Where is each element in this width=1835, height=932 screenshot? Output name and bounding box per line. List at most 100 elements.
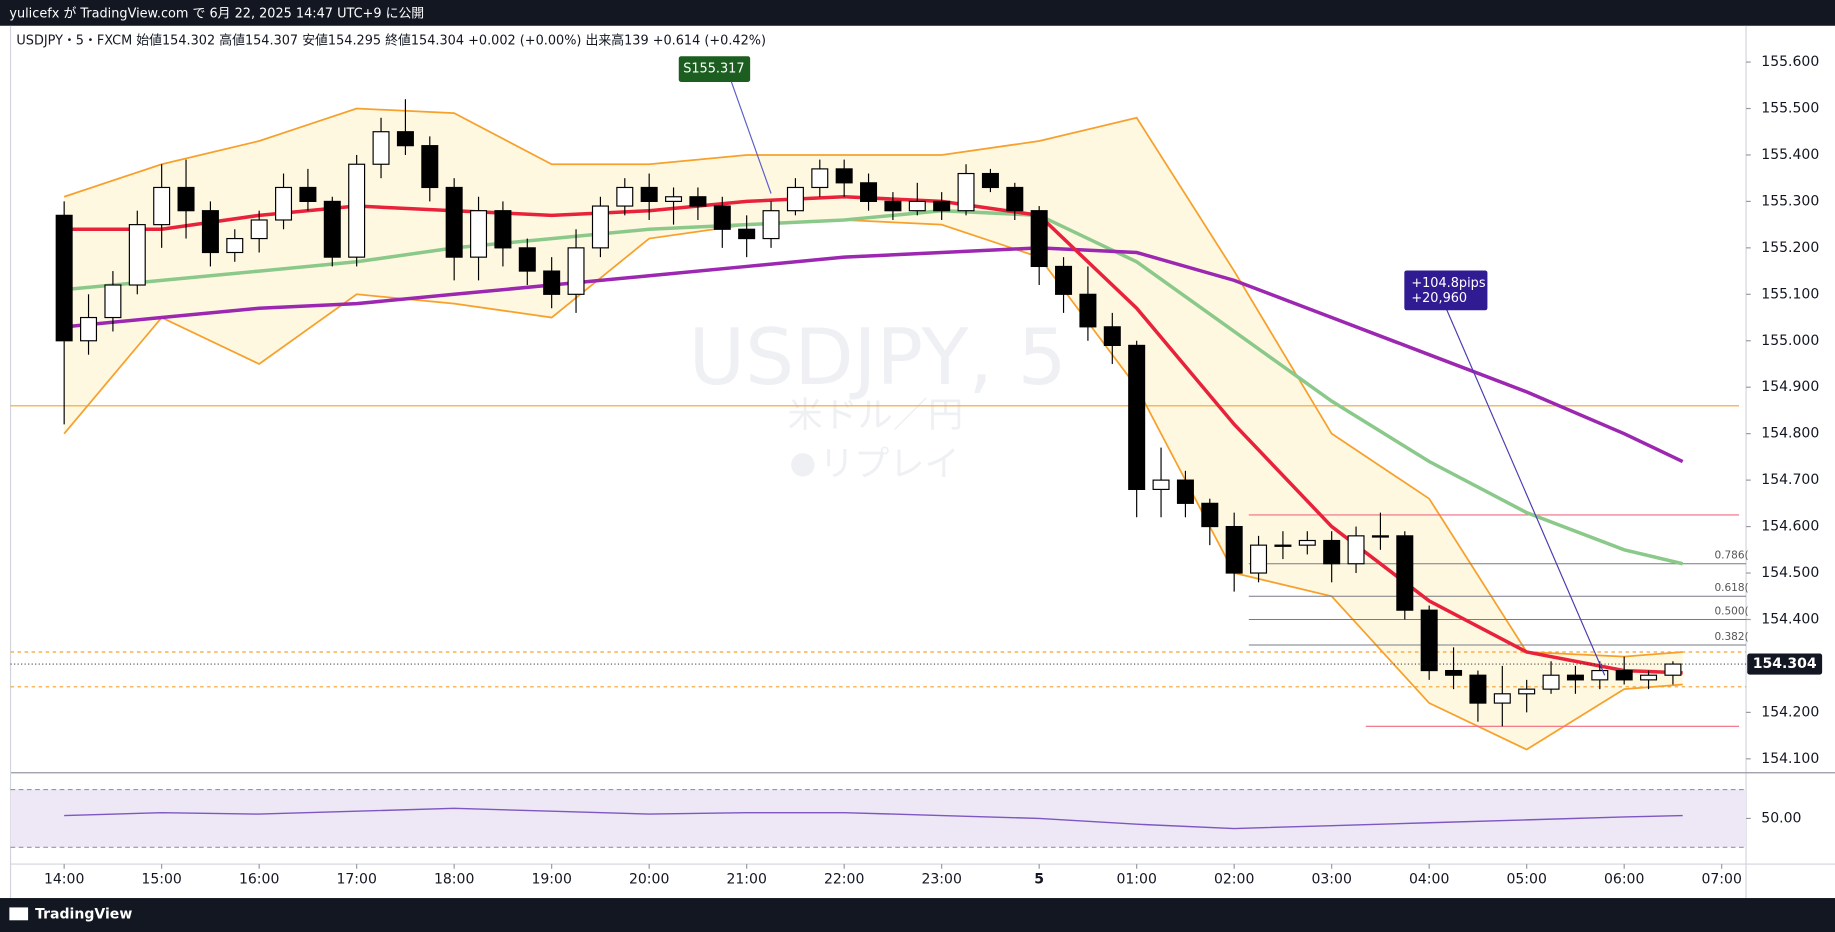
candle-body (665, 196, 683, 202)
candle-body (1006, 186, 1024, 212)
y-tick-label: 155.100 (1761, 286, 1819, 302)
replay-icon (791, 453, 815, 477)
x-tick-label: 07:00 (1701, 871, 1741, 887)
callout-text: +104.8pips (1411, 276, 1485, 291)
candle-body (55, 214, 73, 342)
candle-body (80, 316, 98, 342)
candle-body (128, 224, 146, 286)
candle-body (616, 186, 634, 207)
publisher: yulicefx が TradingView.com で 6月 22, 2025… (9, 7, 424, 22)
rsi-band (10, 789, 1747, 848)
band-fill (64, 108, 1683, 750)
watermark: USDJPY, 5 米ドル／円 リプレイ (689, 313, 1067, 485)
candle-body (348, 163, 366, 258)
candle-body (445, 186, 463, 258)
candle-body (689, 196, 707, 207)
candle-body (1274, 544, 1292, 547)
x-tick-label: 02:00 (1214, 871, 1254, 887)
watermark-symbol: USDJPY, 5 (689, 313, 1067, 403)
candle-body (1225, 525, 1243, 574)
last-price-label: 154.304 (1753, 656, 1817, 672)
y-tick-label: 154.900 (1761, 379, 1819, 395)
candle-body (1176, 479, 1194, 504)
candle-body (104, 284, 122, 319)
callout-text: +20,960 (1411, 291, 1467, 306)
candle-body (1128, 344, 1146, 490)
fib-label: 0.618( (1714, 582, 1748, 594)
candle-body (1542, 674, 1560, 690)
candle-body (421, 145, 439, 189)
candle-body (786, 186, 804, 212)
candle-body (1469, 674, 1487, 704)
candle-body (201, 210, 219, 254)
x-tick-label: 15:00 (141, 871, 181, 887)
candle-body (1347, 535, 1365, 565)
candle-body (494, 210, 512, 249)
x-tick-label: 14:00 (44, 871, 84, 887)
x-tick-label: 17:00 (336, 871, 376, 887)
candle-body (470, 210, 488, 258)
candle-body (1664, 663, 1682, 676)
x-tick-label: 04:00 (1409, 871, 1449, 887)
candle-body (1396, 535, 1414, 611)
candle-body (153, 186, 171, 226)
x-tick-label: 19:00 (531, 871, 571, 887)
last-price-box (1747, 653, 1823, 675)
candle-body (908, 200, 926, 212)
watermark-name: 米ドル／円 (788, 395, 964, 436)
moving-average (63, 246, 1684, 464)
candle-body (1371, 535, 1389, 538)
candle-body (1298, 539, 1316, 546)
top-bar (0, 0, 1835, 26)
y-tick-label: 155.600 (1761, 54, 1819, 70)
x-tick-label: 16:00 (239, 871, 279, 887)
candle-body (811, 168, 829, 189)
candle-body (738, 228, 756, 240)
candle-body (1420, 609, 1438, 672)
symbol-legend: USDJPY・5・FXCM 始値154.302 高値154.307 安値154.… (16, 32, 766, 48)
y-tick-label: 154.200 (1761, 704, 1819, 720)
y-tick-label: 154.600 (1761, 519, 1819, 535)
candle-body (957, 172, 975, 212)
candle-body (1640, 674, 1658, 681)
candle-body (1079, 293, 1097, 328)
candle-body (299, 186, 317, 202)
candle-body (567, 247, 585, 295)
y-tick-label: 155.000 (1761, 333, 1819, 349)
y-tick-label: 154.400 (1761, 611, 1819, 627)
y-tick-label: 155.500 (1761, 100, 1819, 116)
candle-body (1493, 693, 1511, 704)
fib-label: 0.786( (1714, 550, 1748, 562)
fib-label: 0.382( (1714, 631, 1748, 643)
candle-body (1591, 669, 1609, 681)
candle-body (1030, 210, 1048, 268)
band-upper (63, 107, 1683, 658)
plot: 0.786(0.618(0.500(0.382( (10, 99, 1749, 751)
brand-logo (9, 907, 29, 921)
rsi-tick-label: 50.00 (1761, 810, 1801, 826)
y-tick-label: 154.700 (1761, 472, 1819, 488)
brand: TradingView (35, 906, 132, 922)
candle-body (250, 219, 268, 240)
candle-body (1152, 479, 1170, 490)
candle-body (323, 200, 341, 258)
y-tick-label: 155.200 (1761, 240, 1819, 256)
x-tick-label: 22:00 (824, 871, 864, 887)
x-tick-label: 01:00 (1116, 871, 1156, 887)
x-tick-label: 06:00 (1604, 871, 1644, 887)
candle-body (1250, 544, 1268, 574)
candle-body (396, 131, 414, 147)
candle-body (835, 168, 853, 184)
rsi-line (64, 807, 1683, 830)
y-tick-label: 155.400 (1761, 147, 1819, 163)
bottom-bar (0, 898, 1835, 932)
candle-body (1323, 539, 1341, 565)
candle-body (860, 182, 878, 202)
y-tick-label: 154.500 (1761, 565, 1819, 581)
watermark-replay: リプレイ (819, 444, 959, 485)
candle-body (372, 131, 390, 165)
callout-text: S155.317 (683, 62, 744, 77)
x-tick-label: 03:00 (1311, 871, 1351, 887)
